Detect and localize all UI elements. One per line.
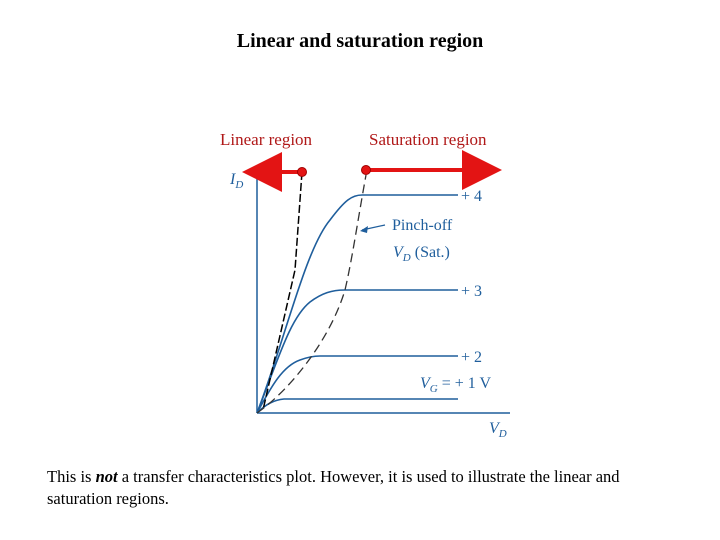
x-axis-label: VD <box>489 420 507 440</box>
y-axis-sub: D <box>234 179 243 191</box>
curve-label-plus-2: + 2 <box>461 349 482 366</box>
curve-vg-plus-2 <box>256 355 458 414</box>
caption: This is not a transfer characteristics p… <box>47 466 687 510</box>
gate-voltage-label: VG = + 1 V <box>420 375 491 395</box>
pinch-off-locus-line <box>256 174 367 414</box>
curve-vg-plus-3 <box>256 289 458 414</box>
vd-sat-var: V <box>393 244 405 261</box>
curve-vg-plus-4 <box>256 194 458 414</box>
caption-after: a transfer characteristics plot. However… <box>47 467 620 508</box>
slide-title: Linear and saturation region <box>236 30 484 52</box>
pinch-off-label: Pinch-off <box>392 217 453 234</box>
vd-sat-sub: D <box>402 252 411 264</box>
gate-eq: = + 1 V <box>438 375 492 392</box>
x-axis-sub: D <box>498 428 507 440</box>
curve-label-plus-4: + 4 <box>461 188 482 205</box>
gate-sub: G <box>430 383 438 395</box>
saturation-region-label: Saturation region <box>369 130 487 149</box>
gate-var: V <box>420 375 432 392</box>
linear-region-label: Linear region <box>220 130 313 149</box>
linear-arrow-dot <box>297 167 307 177</box>
linear-boundary-line <box>262 171 303 411</box>
x-axis-var: V <box>489 420 501 437</box>
vd-sat-label: VD (Sat.) <box>393 244 450 264</box>
saturation-arrow-dot <box>361 165 371 175</box>
pinch-off-pointer-head <box>360 226 368 233</box>
caption-emphasis: not <box>95 467 118 486</box>
curve-vg-plus-1 <box>256 398 458 414</box>
y-axis-label: ID <box>229 171 243 191</box>
caption-before: This is <box>47 467 96 486</box>
y-axis-var: I <box>229 171 236 188</box>
curve-label-plus-3: + 3 <box>461 283 482 300</box>
vd-sat-suffix: (Sat.) <box>411 244 450 261</box>
